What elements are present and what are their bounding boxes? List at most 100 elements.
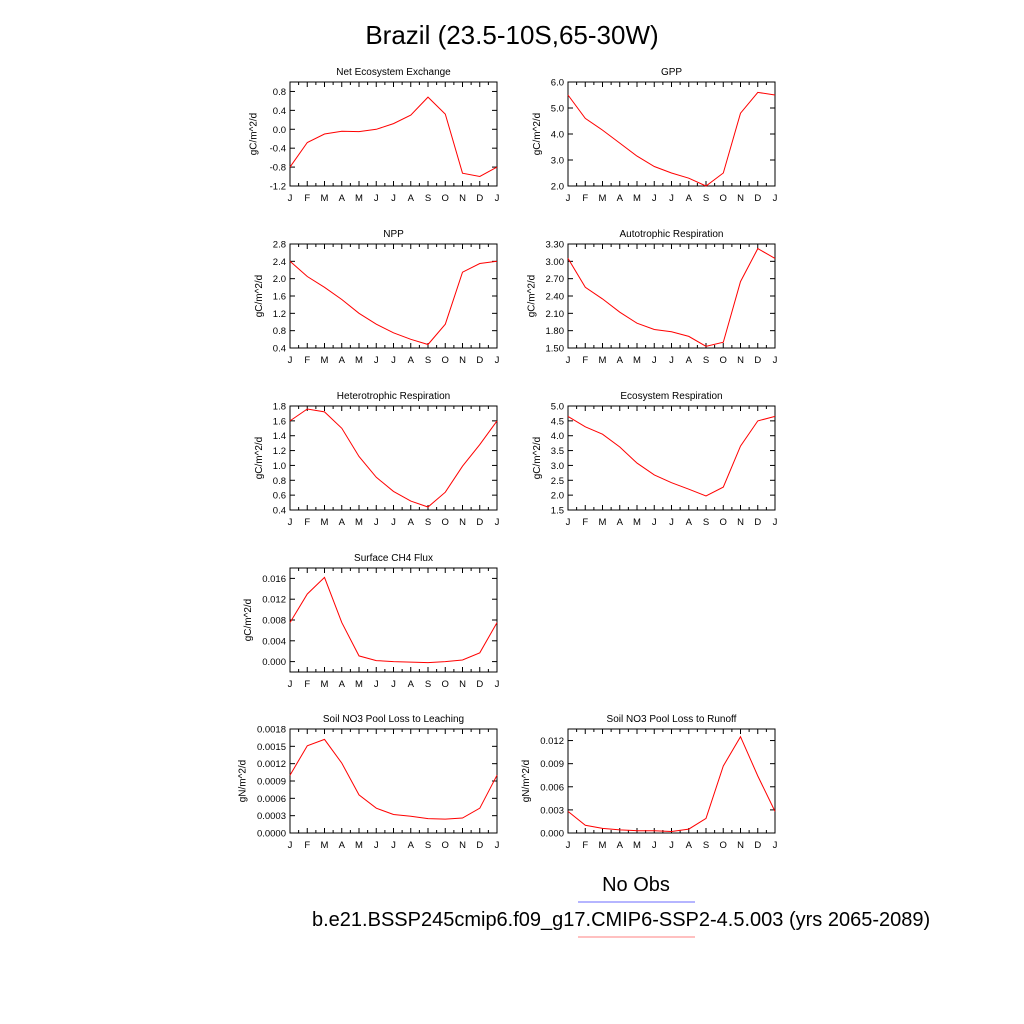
x-tick-label: D (754, 355, 761, 366)
x-tick-label: F (582, 840, 588, 851)
y-axis-label: gC/m^2/d (254, 275, 265, 318)
x-tick-label: D (476, 355, 483, 366)
y-tick-label: 2.5 (551, 476, 564, 487)
x-tick-label: D (476, 840, 483, 851)
y-axis-label: gN/m^2/d (521, 760, 532, 803)
x-tick-label: J (391, 679, 396, 690)
x-tick-label: A (408, 679, 415, 690)
series-line (567, 415, 776, 497)
y-tick-label: 0.004 (262, 636, 286, 647)
x-tick-label: J (495, 517, 500, 528)
x-tick-label: J (773, 355, 778, 366)
panel-title: Soil NO3 Pool Loss to Leaching (323, 714, 464, 725)
x-tick-label: S (425, 679, 431, 690)
x-tick-label: M (599, 355, 607, 366)
x-tick-label: D (476, 193, 483, 204)
x-tick-label: M (599, 517, 607, 528)
series-line (567, 91, 776, 187)
x-tick-label: M (321, 679, 329, 690)
x-tick-label: J (288, 517, 293, 528)
x-tick-label: F (304, 193, 310, 204)
y-tick-label: 3.0 (551, 156, 564, 167)
x-tick-label: M (355, 840, 363, 851)
panel-title: GPP (661, 67, 682, 78)
x-tick-label: J (374, 840, 379, 851)
x-tick-label: M (321, 355, 329, 366)
x-tick-label: D (754, 517, 761, 528)
y-axis-label: gN/m^2/d (238, 760, 249, 803)
y-tick-label: 1.8 (273, 402, 286, 413)
panel-title: NPP (383, 229, 404, 240)
y-tick-label: 0.4 (273, 106, 286, 117)
x-tick-label: A (408, 355, 415, 366)
x-tick-label: A (686, 840, 693, 851)
y-tick-label: 1.6 (273, 292, 286, 303)
panel-title: Ecosystem Respiration (620, 391, 722, 402)
y-tick-label: 0.0018 (257, 725, 286, 736)
y-tick-label: 3.0 (551, 461, 564, 472)
x-tick-label: J (652, 355, 657, 366)
y-tick-label: 0.000 (540, 829, 564, 840)
x-tick-label: A (339, 679, 346, 690)
y-tick-label: 1.50 (546, 344, 565, 355)
y-tick-label: 6.0 (551, 78, 564, 89)
y-axis-label: gC/m^2/d (532, 437, 543, 480)
x-tick-label: S (703, 517, 709, 528)
panel-title: Soil NO3 Pool Loss to Runoff (607, 714, 737, 725)
x-tick-label: S (425, 193, 431, 204)
plot-frame (567, 405, 776, 511)
y-tick-label: 1.80 (546, 326, 565, 337)
x-tick-label: J (495, 840, 500, 851)
x-tick-label: M (321, 193, 329, 204)
x-tick-label: S (703, 840, 709, 851)
panel-title: Net Ecosystem Exchange (336, 67, 451, 78)
x-tick-label: J (773, 517, 778, 528)
x-tick-label: O (442, 193, 449, 204)
y-tick-label: 5.0 (551, 402, 564, 413)
plot-frame (567, 81, 776, 187)
x-tick-label: J (773, 193, 778, 204)
y-axis-label: gC/m^2/d (532, 113, 543, 156)
x-tick-label: J (669, 355, 674, 366)
series-line (289, 96, 498, 178)
x-tick-label: F (582, 517, 588, 528)
x-tick-label: N (459, 679, 466, 690)
y-tick-label: 1.0 (273, 461, 286, 472)
y-axis-label: gC/m^2/d (254, 437, 265, 480)
y-axis-label: gC/m^2/d (526, 275, 537, 318)
x-tick-label: J (374, 517, 379, 528)
y-tick-label: -0.4 (270, 144, 286, 155)
y-tick-label: 2.0 (273, 274, 286, 285)
x-tick-label: J (374, 679, 379, 690)
x-tick-label: J (374, 355, 379, 366)
x-tick-label: F (304, 840, 310, 851)
x-tick-label: J (652, 193, 657, 204)
y-tick-label: 4.5 (551, 416, 564, 427)
x-tick-label: J (495, 355, 500, 366)
y-tick-label: 1.4 (273, 431, 286, 442)
x-tick-label: F (304, 355, 310, 366)
x-tick-label: N (459, 840, 466, 851)
y-tick-label: 2.40 (546, 292, 565, 303)
y-tick-label: 0.008 (262, 616, 286, 627)
series-line (567, 247, 776, 347)
x-tick-label: J (495, 193, 500, 204)
y-tick-label: 0.003 (540, 805, 564, 816)
x-tick-label: O (720, 193, 727, 204)
x-tick-label: M (633, 355, 641, 366)
y-tick-label: 0.0015 (257, 742, 286, 753)
y-tick-label: 1.2 (273, 446, 286, 457)
series-line (289, 408, 498, 508)
x-tick-label: J (288, 193, 293, 204)
x-tick-label: J (669, 517, 674, 528)
x-tick-label: J (391, 355, 396, 366)
main-title: Brazil (23.5-10S,65-30W) (365, 20, 658, 50)
x-tick-label: O (720, 840, 727, 851)
x-tick-label: J (288, 840, 293, 851)
y-tick-label: 2.4 (273, 257, 286, 268)
